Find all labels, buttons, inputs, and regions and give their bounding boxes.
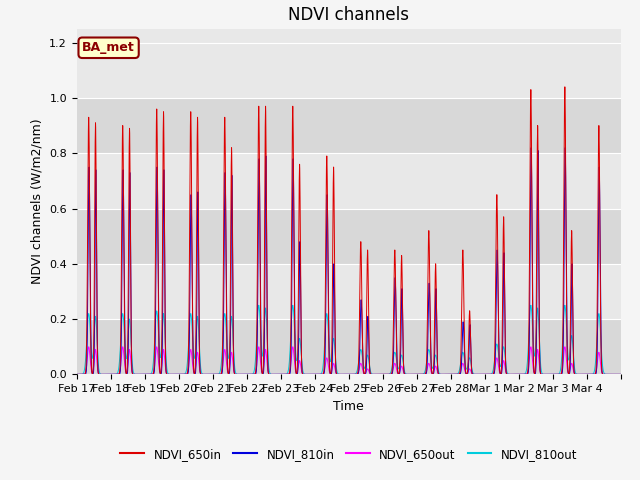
NDVI_810in <box>534 153 541 158</box>
NDVI_810out <box>255 302 262 308</box>
NDVI_650out <box>611 372 619 377</box>
NDVI_810out <box>611 372 619 377</box>
Bar <box>77 264 621 319</box>
NDVI_810in <box>501 320 509 325</box>
NDVI_810in <box>611 372 619 377</box>
Y-axis label: NDVI channels (W/m2/nm): NDVI channels (W/m2/nm) <box>31 119 44 285</box>
Bar <box>77 153 621 208</box>
NDVI_810out <box>534 305 541 311</box>
NDVI_650in <box>501 328 509 334</box>
NDVI_650out <box>467 367 474 373</box>
Title: NDVI channels: NDVI channels <box>288 6 410 24</box>
Bar <box>77 98 621 153</box>
NDVI_810out <box>73 372 81 377</box>
NDVI_650in <box>561 84 569 90</box>
NDVI_810in <box>527 145 535 151</box>
Bar <box>77 319 621 374</box>
NDVI_650in <box>617 372 625 377</box>
Line: NDVI_650out: NDVI_650out <box>77 347 621 374</box>
NDVI_810in <box>184 370 192 375</box>
NDVI_650in <box>534 123 541 129</box>
NDVI_810out <box>467 357 474 363</box>
NDVI_810out <box>501 355 509 360</box>
NDVI_650out <box>501 365 509 371</box>
Bar <box>77 43 621 98</box>
NDVI_650in <box>419 372 426 377</box>
NDVI_650out <box>85 344 93 349</box>
NDVI_650out <box>73 372 81 377</box>
NDVI_650in <box>467 325 474 331</box>
NDVI_810out <box>419 372 426 377</box>
NDVI_810in <box>617 372 625 377</box>
NDVI_650in <box>73 372 81 377</box>
X-axis label: Time: Time <box>333 400 364 413</box>
NDVI_650out <box>617 372 625 377</box>
NDVI_810in <box>467 326 474 332</box>
NDVI_810out <box>184 348 192 353</box>
NDVI_650in <box>611 372 619 377</box>
Line: NDVI_810in: NDVI_810in <box>77 148 621 374</box>
Line: NDVI_810out: NDVI_810out <box>77 305 621 374</box>
NDVI_650out <box>419 372 426 377</box>
NDVI_650in <box>184 360 192 366</box>
Line: NDVI_650in: NDVI_650in <box>77 87 621 374</box>
NDVI_650out <box>184 366 192 372</box>
Text: BA_met: BA_met <box>82 41 135 54</box>
Bar <box>77 208 621 264</box>
NDVI_650out <box>534 347 541 353</box>
NDVI_810in <box>73 372 81 377</box>
NDVI_810in <box>419 372 426 377</box>
NDVI_810out <box>617 372 625 377</box>
Legend: NDVI_650in, NDVI_810in, NDVI_650out, NDVI_810out: NDVI_650in, NDVI_810in, NDVI_650out, NDV… <box>116 443 582 465</box>
